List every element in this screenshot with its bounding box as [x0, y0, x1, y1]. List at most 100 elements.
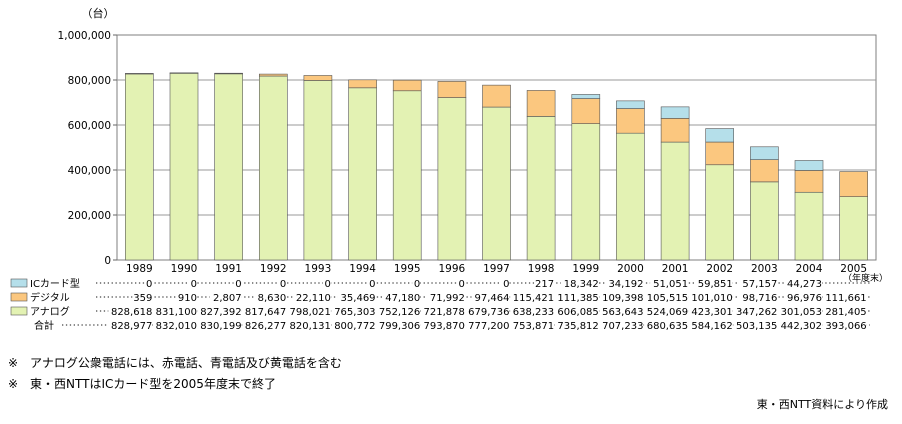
table-value: 34,192: [608, 279, 643, 290]
table-value: 423,301: [691, 307, 732, 318]
legend-ic-card-label: ICカード型: [30, 277, 80, 290]
bar-segment: [125, 73, 154, 261]
y-tick-label: 200,000: [68, 210, 111, 222]
value-bg: [501, 276, 510, 289]
table-value: 0: [280, 279, 286, 290]
x-tick-label: 2005: [840, 263, 867, 275]
total-value: 680,635: [647, 321, 688, 332]
x-tick-label: 1996: [438, 263, 465, 275]
value-bg: [644, 304, 689, 317]
legend-analog-swatch: [10, 306, 28, 316]
value-bg: [412, 276, 421, 289]
table-value: 22,110: [296, 293, 331, 304]
total-label: 合計: [34, 319, 54, 332]
value-bg: [688, 290, 733, 303]
table-value: 96,976: [787, 293, 822, 304]
value-bg: [286, 318, 331, 331]
table-value: 0: [235, 279, 241, 290]
table-value: 638,233: [513, 307, 554, 318]
bar-segment: [705, 164, 735, 261]
bar-segment: [169, 72, 199, 261]
value-bg: [465, 304, 510, 317]
x-tick-label: 1993: [305, 263, 332, 275]
x-tick-label: 1994: [349, 263, 376, 275]
bar-segment: [660, 141, 690, 261]
total-value: 793,870: [423, 321, 464, 332]
value-bg: [132, 290, 153, 303]
table-value: 0: [503, 279, 509, 290]
value-bg: [152, 304, 197, 317]
value-bg: [554, 304, 599, 317]
data-table: ICカード型 0 0 0 0 0 0 0 0 0 217 18,342 34,192 51,051 59,8…: [10, 276, 870, 332]
x-tick-label: 2002: [706, 263, 733, 275]
total-value: 828,977: [111, 321, 152, 332]
value-bg: [534, 276, 555, 289]
value-bg: [694, 276, 733, 289]
bar-segment: [750, 181, 779, 261]
bar-segment: [303, 75, 333, 81]
bar-segment: [616, 100, 645, 109]
total-value: 735,812: [557, 321, 598, 332]
value-bg: [739, 276, 778, 289]
value-bg: [188, 276, 197, 289]
x-tick-label: 2000: [617, 263, 644, 275]
x-tick-label: 1997: [483, 263, 510, 275]
bar-segment: [794, 170, 824, 193]
value-bg: [108, 318, 153, 331]
legend-digital-label: デジタル: [30, 291, 70, 304]
table-value: 105,515: [647, 293, 688, 304]
value-bg: [784, 290, 823, 303]
table-value: 0: [369, 279, 375, 290]
table-value: 109,398: [602, 293, 643, 304]
total-value: 393,066: [825, 321, 866, 332]
value-bg: [784, 276, 823, 289]
bar-segment: [482, 84, 511, 108]
bar-segment: [348, 79, 377, 89]
total-value: 820,131: [290, 321, 331, 332]
table-value: 524,069: [647, 307, 688, 318]
x-tick-label: 2004: [796, 263, 823, 275]
bar-segment: [750, 146, 779, 160]
value-bg: [242, 304, 287, 317]
value-bg: [456, 276, 465, 289]
value-bg: [599, 290, 644, 303]
value-bg: [733, 304, 778, 317]
table-value: 18,342: [564, 279, 599, 290]
table-value: 111,385: [557, 293, 598, 304]
table-value: 606,085: [557, 307, 598, 318]
table-value: 8,630: [258, 293, 287, 304]
value-bg: [197, 318, 242, 331]
bar-segment: [214, 73, 243, 261]
value-bg: [420, 318, 465, 331]
table-value: 721,878: [423, 307, 464, 318]
value-bg: [376, 318, 421, 331]
value-bg: [822, 318, 867, 331]
table-value: 57,157: [742, 279, 777, 290]
y-tick-label: 0: [104, 255, 111, 267]
value-bg: [376, 304, 421, 317]
bar-segment: [258, 73, 288, 77]
value-bg: [554, 318, 599, 331]
bar-segment: [705, 128, 735, 143]
value-bg: [510, 290, 555, 303]
bars: [125, 72, 869, 261]
x-tick-label: 1989: [126, 263, 153, 275]
value-bg: [599, 304, 644, 317]
bar-segment: [526, 90, 556, 117]
bar-segment: [750, 159, 779, 183]
table-value: 97,464: [475, 293, 510, 304]
table-value: 217: [535, 279, 554, 290]
table-value: 765,303: [334, 307, 375, 318]
table-value: 347,262: [736, 307, 777, 318]
table-value: 301,053: [781, 307, 822, 318]
table-value: 0: [146, 279, 152, 290]
bar-segment: [526, 116, 556, 261]
total-value: 584,162: [691, 321, 732, 332]
value-bg: [554, 290, 599, 303]
value-bg: [322, 276, 331, 289]
table-value: 817,647: [245, 307, 286, 318]
x-tick-label: 1991: [215, 263, 242, 275]
value-bg: [331, 318, 376, 331]
x-tick-label: 1990: [171, 263, 198, 275]
value-bg: [560, 276, 599, 289]
